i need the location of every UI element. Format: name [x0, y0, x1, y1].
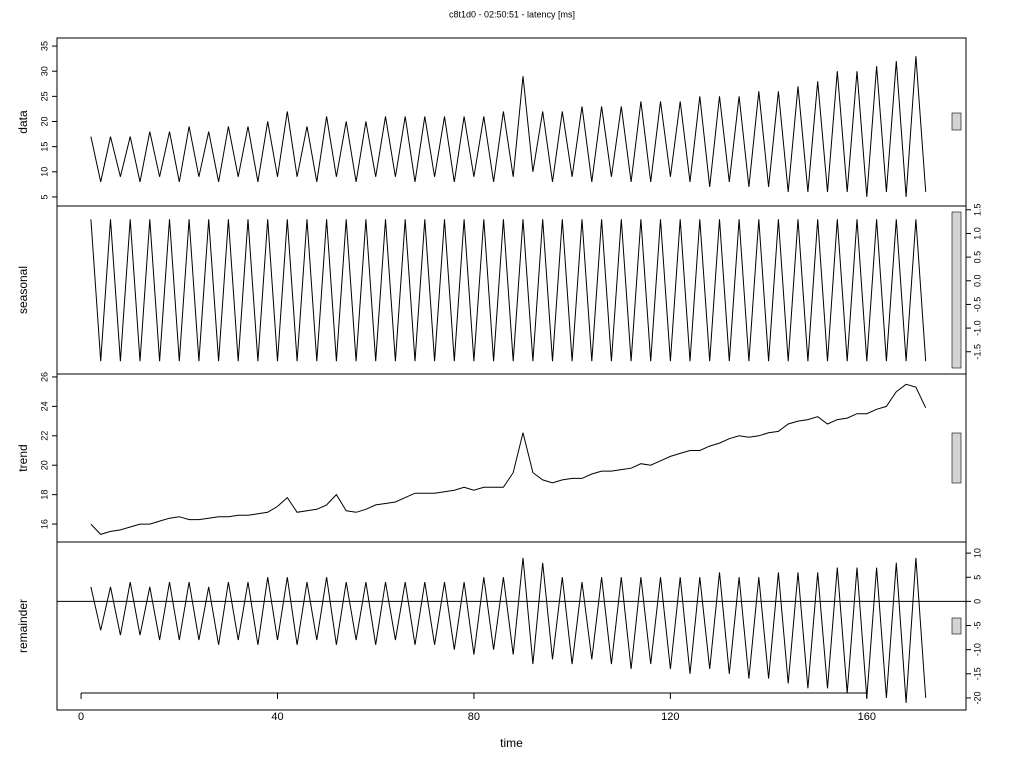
y-tick-label: -20: [972, 691, 982, 704]
y-tick-label: 0: [972, 599, 982, 604]
y-tick-label: 20: [39, 116, 49, 126]
y-axis-label: seasonal: [16, 266, 30, 314]
y-tick-label: -1.5: [972, 344, 982, 360]
x-tick-label: 80: [468, 711, 480, 723]
y-axis-label: remainder: [16, 599, 30, 653]
scale-bar: [951, 432, 962, 484]
y-tick-label: 5: [39, 194, 49, 199]
y-axis-label: data: [16, 110, 30, 134]
y-tick-label: 30: [39, 66, 49, 76]
y-tick-label: -0.5: [972, 297, 982, 313]
y-tick-label: 25: [39, 91, 49, 101]
y-tick-label: 15: [39, 142, 49, 152]
y-tick-label: 10: [972, 548, 982, 558]
y-tick-label: 1.5: [972, 204, 982, 217]
x-tick-label: 0: [78, 711, 84, 723]
y-tick-label: 16: [39, 519, 49, 529]
series-line: [90, 219, 927, 362]
x-tick-label: 40: [271, 711, 283, 723]
y-tick-label: -5: [972, 622, 982, 630]
series-line: [90, 56, 927, 197]
y-tick-label: 10: [39, 167, 49, 177]
scale-bar: [951, 211, 962, 369]
y-tick-label: 0.0: [972, 275, 982, 288]
series-line: [90, 557, 927, 703]
x-tick-label: 120: [661, 711, 679, 723]
y-tick-label: 22: [39, 431, 49, 441]
y-tick-label: 24: [39, 401, 49, 411]
y-tick-label: 5: [972, 575, 982, 580]
y-tick-label: 1.0: [972, 227, 982, 240]
y-tick-label: 20: [39, 460, 49, 470]
x-axis-label: time: [500, 736, 523, 750]
y-tick-label: -10: [972, 643, 982, 656]
scale-bar: [951, 617, 962, 635]
chart-title: c8t1d0 - 02:50:51 - latency [ms]: [449, 9, 575, 19]
y-tick-label: -15: [972, 667, 982, 680]
y-tick-label: 26: [39, 372, 49, 382]
y-tick-label: 35: [39, 41, 49, 51]
x-tick-label: 160: [858, 711, 876, 723]
scale-bar: [951, 112, 962, 131]
series-line: [90, 383, 927, 535]
y-tick-label: 18: [39, 490, 49, 500]
y-axis-label: trend: [16, 444, 30, 471]
y-tick-label: -1.0: [972, 320, 982, 336]
y-tick-label: 0.5: [972, 251, 982, 264]
